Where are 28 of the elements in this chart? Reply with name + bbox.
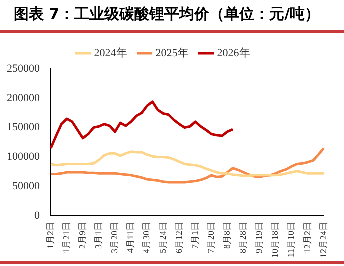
- x-tick-label: 3月20日: [110, 222, 120, 254]
- y-tick-label: 150000: [7, 122, 40, 134]
- x-tick-label: 10月18日: [270, 222, 280, 258]
- legend-label: 2024年: [94, 47, 128, 60]
- x-tick-label: 8月8日: [222, 222, 232, 249]
- y-tick-label: 200000: [7, 92, 40, 104]
- legend-label: 2025年: [156, 47, 189, 60]
- x-tick-label: 7月1日: [190, 222, 200, 249]
- x-tick-label: 5月24日: [158, 222, 168, 254]
- x-tick-label: 4月11日: [126, 222, 136, 254]
- x-tick-label: 1月2日: [45, 222, 56, 249]
- x-tick-label: 7月20日: [206, 222, 216, 254]
- x-tick-label: 4月30日: [142, 222, 152, 254]
- x-tick-label: 6月12日: [174, 222, 184, 254]
- x-tick-label: 8月28日: [238, 222, 248, 254]
- y-tick-label: 100000: [7, 151, 40, 164]
- x-tick-label: 12月24日: [318, 222, 328, 258]
- x-tick-label: 11月10日: [286, 222, 296, 258]
- y-tick-label: 250000: [7, 62, 40, 75]
- x-tick-label: 3月1日: [94, 222, 104, 249]
- x-tick-label: 1月21日: [61, 222, 72, 254]
- x-tick-label: 9月19日: [254, 222, 264, 254]
- x-tick-label: 12月2日: [302, 222, 312, 254]
- y-tick-label: 0: [34, 210, 40, 222]
- x-tick-label: 2月9日: [77, 222, 88, 249]
- chart-title: 图表 7：工业级碳酸锂平均价（单位：元/吨）: [13, 5, 322, 24]
- legend-label: 2026年: [217, 47, 250, 60]
- y-tick-label: 50000: [12, 180, 40, 192]
